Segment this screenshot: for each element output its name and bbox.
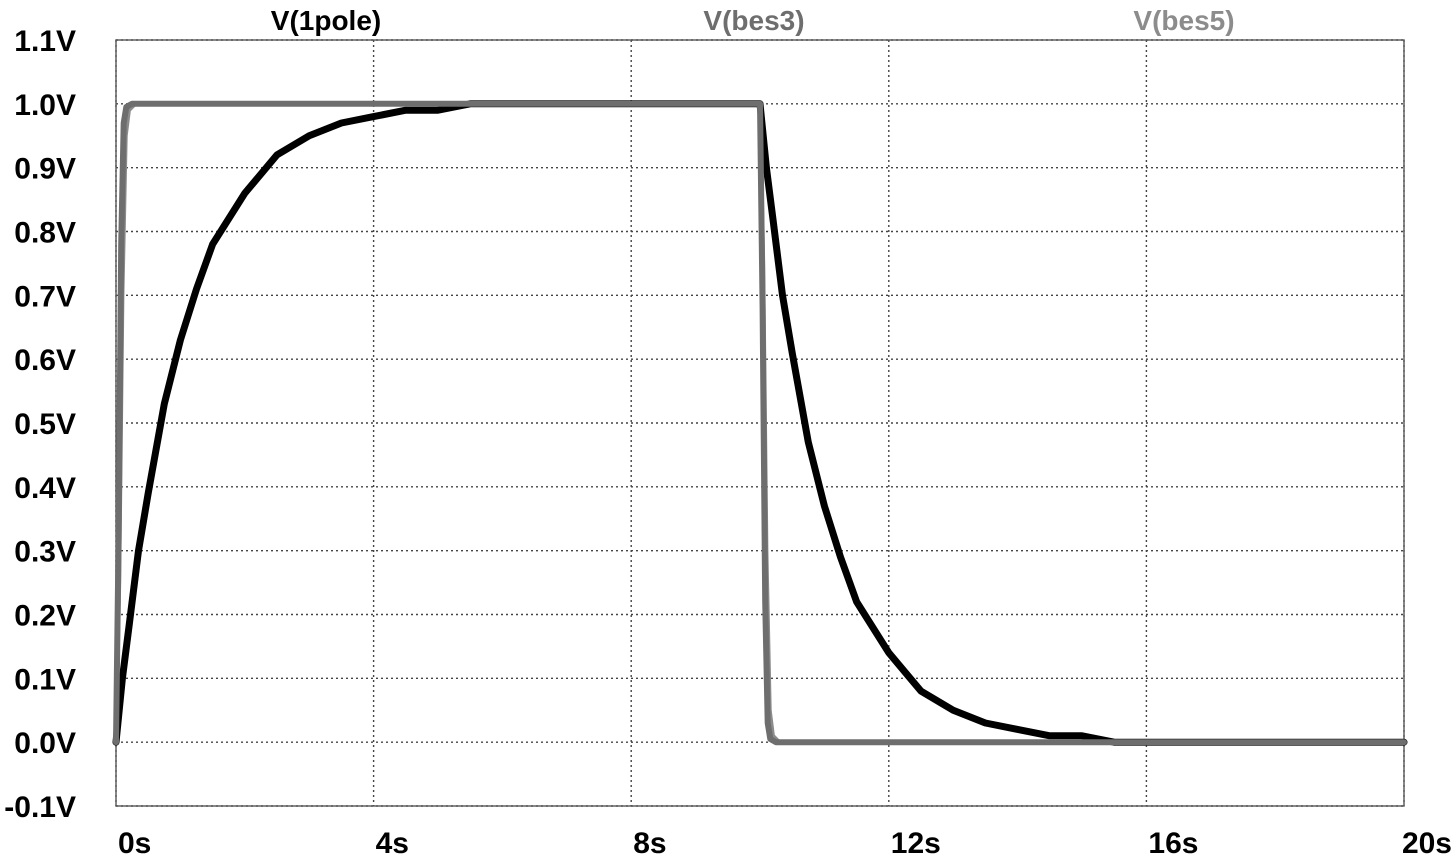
series-layer [112,100,1408,746]
y-tick-label: 0.6V [14,344,76,377]
y-tick-label: 0.5V [14,408,76,441]
y-tick-label: -0.1V [4,791,76,824]
y-tick-label: 0.3V [14,536,76,569]
x-tick-label: 0s [118,827,151,860]
y-tick-label: 1.0V [14,89,76,122]
legend-item: V(bes5) [1133,5,1234,36]
y-tick-label: 0.9V [14,153,76,186]
x-tick-label: 12s [891,827,941,860]
y-tick-label: 0.7V [14,280,76,313]
x-tick-label: 20s [1402,827,1452,860]
y-tick-label: 0.8V [14,217,76,250]
legend-item: V(bes3) [703,5,804,36]
x-tick-label: 16s [1148,827,1198,860]
legend-item: V(1pole) [271,5,381,36]
series-line-v-bes3 [113,100,1407,746]
y-tick-label: 1.1V [14,25,76,58]
plot-frame [115,39,1405,807]
legend: V(1pole) V(bes3) V(bes5) [271,5,1235,36]
y-tick-label: 0.2V [14,600,76,633]
y-tick-label: 0.4V [14,472,76,505]
y-tick-label: 0.0V [14,727,76,760]
x-tick-label: 4s [376,827,409,860]
y-tick-label: 0.1V [14,663,76,696]
y-axis-ticks: 1.1V 1.0V 0.9V 0.8V 0.7V 0.6V 0.5V 0.4V 0.3V 0.2V… [4,25,76,824]
x-axis-ticks: 0s 4s 8s 12s 16s 20s [118,827,1452,860]
x-tick-label: 8s [633,827,666,860]
